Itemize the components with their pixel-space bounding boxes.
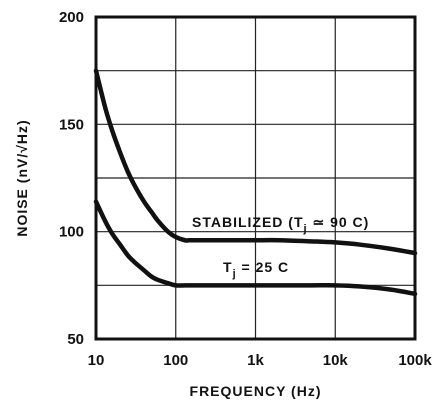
y-axis-title: NOISE (nV/√Hz) bbox=[14, 119, 30, 236]
tick-labels: 10 100 1k 10k 100k 50 100 150 200 bbox=[59, 9, 432, 369]
y-tick-label: 100 bbox=[59, 224, 84, 241]
curves bbox=[93, 68, 418, 297]
x-tick-label: 10k bbox=[323, 352, 349, 369]
x-tick-label: 100 bbox=[163, 352, 188, 369]
plot-frame bbox=[94, 15, 417, 341]
grid bbox=[95, 16, 416, 340]
series-label-text: T bbox=[223, 259, 233, 275]
y-tick-label: 50 bbox=[67, 331, 84, 348]
series-line-1 bbox=[93, 68, 418, 256]
x-tick-label: 100k bbox=[398, 352, 432, 369]
series-label-text: = 25 C bbox=[237, 259, 290, 275]
series-label-subscript: j bbox=[232, 268, 237, 280]
series-line-2 bbox=[93, 199, 418, 297]
x-tick-label: 10 bbox=[88, 352, 105, 369]
series-labels: STABILIZED (Tj ≃ 90 C)Tj = 25 C bbox=[192, 214, 369, 280]
series-label-text: ≃ 90 C) bbox=[308, 214, 370, 230]
x-tick-label: 1k bbox=[247, 352, 264, 369]
series-label-text: STABILIZED (T bbox=[192, 214, 304, 230]
y-tick-label: 200 bbox=[59, 9, 84, 26]
series-label-2: Tj = 25 C bbox=[223, 259, 289, 280]
y-tick-label: 150 bbox=[59, 116, 84, 133]
x-axis-title: FREQUENCY (Hz) bbox=[190, 383, 322, 399]
series-label-1: STABILIZED (Tj ≃ 90 C) bbox=[192, 214, 369, 235]
series-label-subscript: j bbox=[303, 223, 308, 235]
